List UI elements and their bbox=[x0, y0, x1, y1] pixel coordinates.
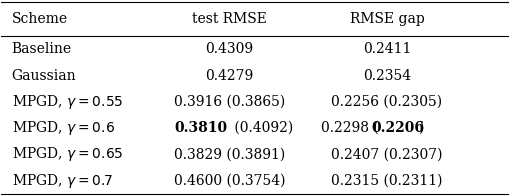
Text: ): ) bbox=[417, 121, 422, 135]
Text: 0.2256 (0.2305): 0.2256 (0.2305) bbox=[331, 95, 442, 109]
Text: 0.4309: 0.4309 bbox=[205, 42, 253, 56]
Text: RMSE gap: RMSE gap bbox=[349, 12, 423, 26]
Text: (0.4092): (0.4092) bbox=[230, 121, 293, 135]
Text: MPGD, $\gamma = 0.6$: MPGD, $\gamma = 0.6$ bbox=[12, 119, 115, 137]
Text: 0.2354: 0.2354 bbox=[362, 69, 410, 83]
Text: Gaussian: Gaussian bbox=[12, 69, 76, 83]
Text: MPGD, $\gamma = 0.7$: MPGD, $\gamma = 0.7$ bbox=[12, 172, 113, 190]
Text: 0.2298 (: 0.2298 ( bbox=[321, 121, 379, 135]
Text: 0.3916 (0.3865): 0.3916 (0.3865) bbox=[174, 95, 285, 109]
Text: 0.3829 (0.3891): 0.3829 (0.3891) bbox=[174, 147, 285, 161]
Text: 0.2315 (0.2311): 0.2315 (0.2311) bbox=[330, 173, 442, 188]
Text: Baseline: Baseline bbox=[12, 42, 72, 56]
Text: 0.2206: 0.2206 bbox=[371, 121, 423, 135]
Text: 0.2407 (0.2307): 0.2407 (0.2307) bbox=[330, 147, 442, 161]
Text: test RMSE: test RMSE bbox=[192, 12, 267, 26]
Text: Scheme: Scheme bbox=[12, 12, 68, 26]
Text: 0.4600 (0.3754): 0.4600 (0.3754) bbox=[174, 173, 285, 188]
Text: 0.2411: 0.2411 bbox=[362, 42, 410, 56]
Text: 0.4279: 0.4279 bbox=[205, 69, 253, 83]
Text: 0.3810: 0.3810 bbox=[174, 121, 227, 135]
Text: MPGD, $\gamma = 0.55$: MPGD, $\gamma = 0.55$ bbox=[12, 93, 123, 111]
Text: MPGD, $\gamma = 0.65$: MPGD, $\gamma = 0.65$ bbox=[12, 145, 123, 163]
